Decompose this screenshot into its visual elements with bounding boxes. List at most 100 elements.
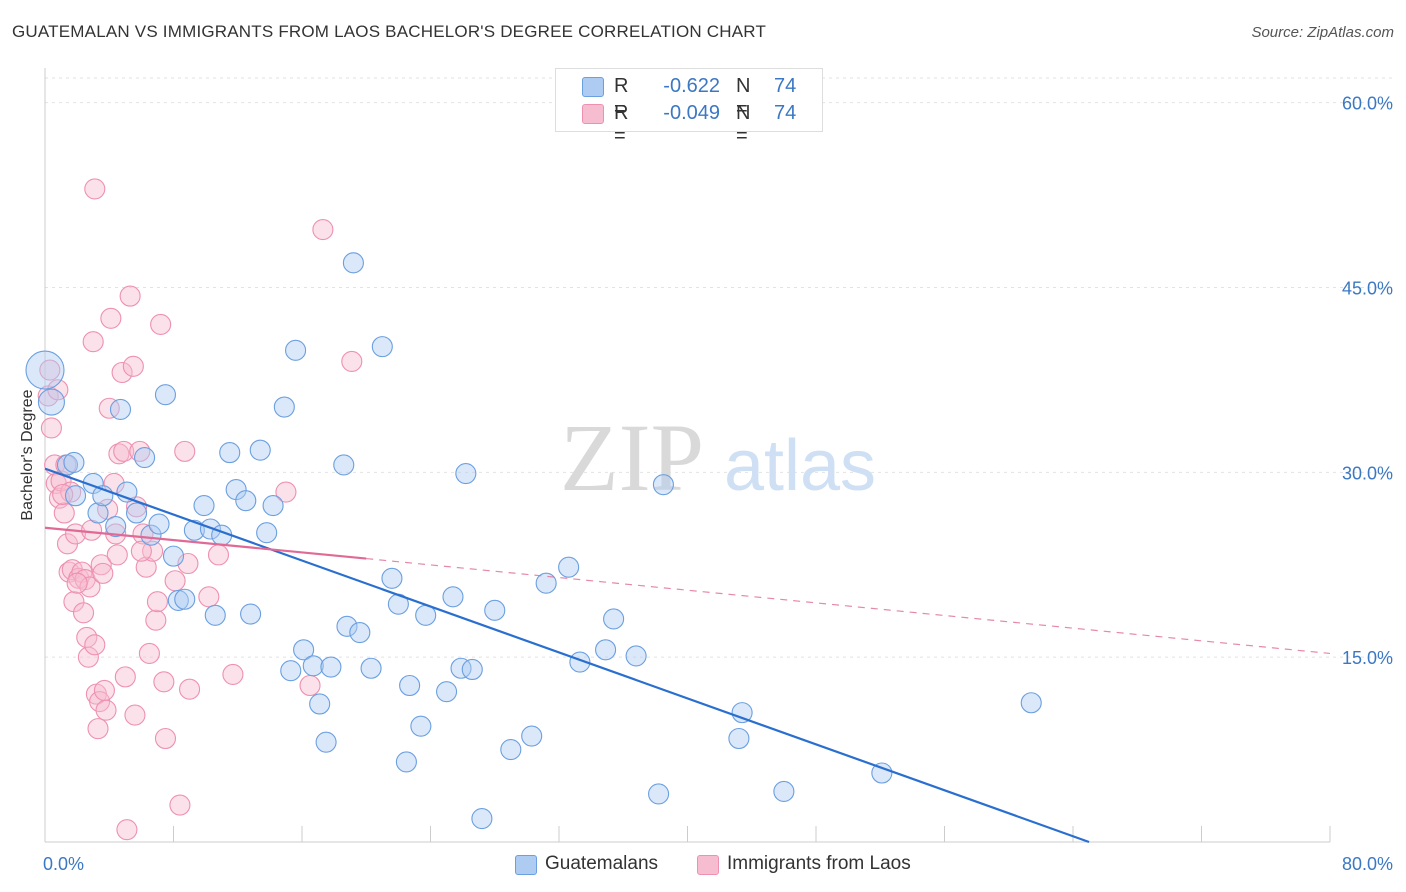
point-guatemalans	[1020, 692, 1042, 714]
point-laos	[142, 540, 164, 562]
point-laos	[93, 679, 115, 701]
point-guatemalans	[87, 502, 109, 524]
point-guatemalans	[219, 442, 241, 464]
point-guatemalans	[162, 545, 185, 567]
point-guatemalans	[558, 556, 580, 578]
point-guatemalans	[728, 727, 750, 750]
point-laos	[174, 440, 196, 462]
x-tick-label-min: 0.0%	[43, 854, 84, 874]
point-laos	[145, 609, 167, 631]
y-tick-label: 15.0%	[1342, 648, 1393, 668]
point-guatemalans	[63, 451, 85, 474]
point-guatemalans	[436, 681, 458, 703]
point-guatemalans	[442, 586, 464, 608]
point-laos	[154, 727, 177, 750]
legend-n-value: 74	[774, 75, 797, 97]
point-guatemalans	[302, 655, 324, 677]
point-laos	[275, 481, 297, 503]
point-guatemalans	[652, 474, 674, 496]
point-guatemalans	[484, 599, 506, 621]
y-tick-label: 45.0%	[1342, 278, 1393, 298]
point-guatemalans	[148, 513, 170, 535]
legend-swatch-laos	[697, 855, 719, 875]
legend-swatch-guatemalans	[582, 77, 604, 97]
point-laos	[39, 359, 61, 381]
trend-guatemalans	[44, 467, 1090, 844]
legend-n-label: N =	[736, 75, 751, 120]
point-laos	[92, 562, 114, 584]
point-laos	[98, 397, 120, 419]
point-guatemalans	[603, 608, 625, 630]
legend-label-laos: Immigrants from Laos	[727, 853, 911, 874]
watermark: ZIP atlas	[560, 404, 876, 511]
point-guatemalans	[315, 731, 337, 753]
point-laos	[116, 819, 138, 841]
watermark-zip: ZIP	[560, 404, 704, 511]
point-guatemalans	[183, 519, 205, 541]
point-laos	[79, 576, 101, 598]
point-guatemalans	[280, 660, 302, 682]
point-guatemalans	[450, 657, 472, 679]
point-laos	[40, 417, 62, 439]
y-tick-label: 60.0%	[1342, 94, 1393, 114]
legend-n-label: N =	[736, 102, 751, 147]
point-laos	[111, 361, 133, 384]
point-laos	[53, 502, 75, 524]
chart-title: GUATEMALAN VS IMMIGRANTS FROM LAOS BACHE…	[12, 22, 767, 41]
point-guatemalans	[360, 657, 382, 679]
point-guatemalans	[336, 615, 358, 637]
legend-r-value: -0.049	[663, 102, 720, 124]
legend-r-value: -0.622	[663, 75, 720, 97]
point-laos	[100, 307, 122, 329]
trend-laos-extension	[366, 557, 1331, 655]
point-guatemalans	[461, 658, 483, 681]
point-guatemalans	[521, 725, 543, 747]
point-guatemalans	[256, 522, 278, 544]
point-laos	[138, 642, 160, 665]
point-laos	[73, 602, 95, 624]
point-guatemalans	[204, 604, 226, 626]
point-laos	[84, 634, 106, 656]
point-guatemalans	[381, 567, 403, 589]
point-guatemalans	[193, 495, 215, 517]
point-guatemalans	[25, 350, 65, 390]
point-guatemalans	[249, 439, 271, 461]
series-guatemalans	[37, 178, 363, 841]
point-guatemalans	[285, 339, 307, 361]
point-guatemalans	[273, 396, 295, 418]
point-guatemalans	[109, 398, 132, 421]
point-guatemalans	[167, 589, 189, 612]
point-laos	[77, 646, 99, 668]
point-laos	[119, 285, 141, 307]
point-guatemalans	[140, 524, 162, 546]
point-laos	[130, 540, 152, 562]
point-laos	[113, 440, 135, 462]
point-laos	[84, 178, 106, 200]
legend-r-label: R =	[614, 102, 629, 147]
point-guatemalans	[154, 384, 177, 406]
point-guatemalans	[455, 463, 477, 485]
point-guatemalans	[199, 518, 221, 540]
point-laos	[122, 355, 144, 377]
point-laos	[90, 554, 112, 576]
trend-laos	[44, 526, 367, 560]
correlation-legend: R = -0.622 N = 74 R = -0.049 N = 74	[555, 68, 823, 147]
trend-lines	[44, 467, 1331, 844]
point-laos	[124, 704, 146, 726]
point-laos	[341, 350, 363, 372]
y-tick-label: 30.0%	[1342, 463, 1393, 483]
point-guatemalans	[410, 715, 432, 737]
point-laos	[222, 663, 244, 685]
point-guatemalans	[105, 515, 127, 538]
point-guatemalans	[64, 485, 87, 507]
point-guatemalans	[399, 674, 421, 697]
point-laos	[299, 674, 321, 697]
gridlines	[45, 77, 1392, 658]
point-laos	[95, 699, 117, 721]
point-guatemalans	[625, 645, 647, 667]
point-laos	[150, 313, 172, 336]
point-guatemalans	[349, 621, 371, 644]
watermark-atlas: atlas	[724, 426, 876, 506]
point-guatemalans	[871, 762, 893, 784]
